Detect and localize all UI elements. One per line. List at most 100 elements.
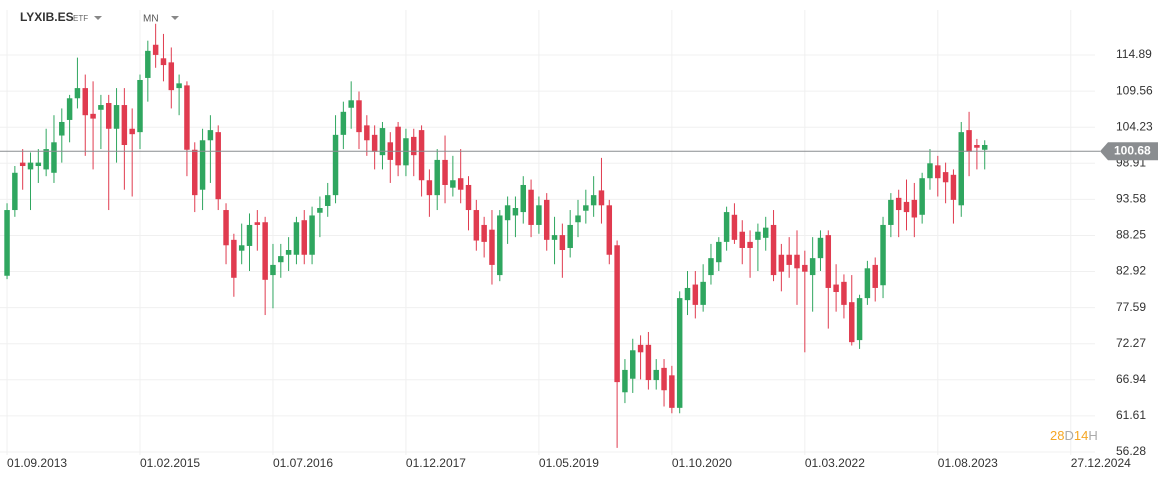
candle-body bbox=[551, 235, 558, 240]
candle-body bbox=[434, 159, 440, 196]
x-tick-label: 27.12.2024 bbox=[1071, 456, 1131, 470]
interval-dropdown[interactable] bbox=[171, 16, 179, 20]
candle-body bbox=[935, 165, 941, 179]
candle-body bbox=[942, 172, 949, 183]
candle-body bbox=[473, 210, 480, 241]
candle-body bbox=[231, 239, 237, 278]
countdown-part: 28 bbox=[1050, 428, 1064, 443]
candle-body bbox=[966, 130, 972, 152]
candle-body bbox=[614, 245, 620, 383]
candle-body bbox=[121, 105, 128, 146]
y-tick-label: 61.61 bbox=[1116, 408, 1146, 422]
candle-body bbox=[317, 208, 323, 213]
candle-body bbox=[770, 224, 777, 276]
candle-body bbox=[35, 162, 42, 167]
candle-body bbox=[692, 284, 699, 305]
candles bbox=[4, 23, 988, 448]
candle-body bbox=[950, 174, 957, 200]
candle-body bbox=[184, 85, 190, 150]
instrument-type: ETF bbox=[73, 14, 88, 23]
candle-body bbox=[152, 44, 159, 55]
candle-body bbox=[450, 180, 456, 188]
symbol-dropdown[interactable] bbox=[94, 16, 102, 20]
price-label: 100.68 bbox=[1114, 143, 1151, 157]
overlay: 56.28 61.61 66.94 72.27 77.59 82.92 88.25 93.58… bbox=[0, 47, 1158, 470]
candle-body bbox=[849, 302, 855, 343]
candle-body bbox=[684, 287, 691, 301]
x-tick-label: 01.07.2016 bbox=[273, 456, 333, 470]
candle-body bbox=[356, 100, 362, 133]
candle-body bbox=[630, 350, 636, 379]
y-tick-label: 56.28 bbox=[1116, 444, 1146, 458]
candle-body bbox=[207, 130, 214, 141]
candle-body bbox=[364, 125, 370, 141]
x-tick-label: 01.12.2017 bbox=[406, 456, 466, 470]
candle-body bbox=[958, 132, 964, 206]
candle-body bbox=[66, 98, 73, 120]
candle-body bbox=[442, 159, 448, 185]
candle-body bbox=[723, 212, 730, 242]
candle-body bbox=[27, 162, 34, 170]
candle-body bbox=[403, 138, 409, 166]
candle-body bbox=[129, 128, 135, 135]
candle-body bbox=[324, 195, 331, 206]
candle-body bbox=[215, 132, 221, 200]
candle-body bbox=[285, 250, 292, 255]
x-tick-label: 01.02.2015 bbox=[140, 456, 200, 470]
candle-body bbox=[19, 162, 26, 167]
candle-body bbox=[301, 220, 307, 255]
candle-body bbox=[809, 258, 816, 276]
candle-body bbox=[974, 145, 980, 148]
y-tick-label: 114.89 bbox=[1116, 47, 1152, 61]
candle-body bbox=[340, 111, 347, 135]
candle-body bbox=[418, 130, 425, 181]
candle-body bbox=[82, 88, 88, 116]
candle-body bbox=[465, 184, 472, 211]
candle-body bbox=[293, 222, 300, 255]
candle-body bbox=[137, 79, 143, 133]
countdown-part: H bbox=[1088, 428, 1097, 443]
candle-body bbox=[747, 241, 753, 248]
candle-body bbox=[4, 210, 10, 276]
candle-body bbox=[755, 231, 761, 240]
y-tick-label: 72.27 bbox=[1116, 336, 1146, 350]
candle-body bbox=[708, 258, 714, 276]
candle-body bbox=[762, 227, 769, 238]
candle-body bbox=[598, 190, 605, 206]
candle-body bbox=[411, 136, 417, 156]
candle-body bbox=[348, 100, 354, 108]
candle-body bbox=[543, 199, 550, 240]
candle-body bbox=[669, 375, 675, 408]
countdown-part: 14 bbox=[1074, 428, 1088, 443]
y-tick-label: 93.58 bbox=[1116, 192, 1146, 206]
y-tick-label: 88.25 bbox=[1116, 228, 1146, 242]
candle-body bbox=[12, 172, 18, 211]
candle-body bbox=[51, 142, 57, 173]
candle-body bbox=[168, 62, 175, 91]
candle-body bbox=[825, 235, 832, 288]
y-tick-label: 82.92 bbox=[1116, 264, 1146, 278]
candle-body bbox=[731, 214, 738, 240]
candle-body bbox=[395, 126, 401, 166]
candle-body bbox=[254, 222, 261, 225]
candle-body bbox=[536, 205, 542, 225]
candle-body bbox=[559, 235, 566, 251]
candle-body bbox=[489, 229, 495, 265]
candle-body bbox=[653, 369, 659, 381]
candle-body bbox=[379, 128, 386, 156]
candle-body bbox=[371, 134, 378, 152]
x-tick-label: 01.05.2019 bbox=[539, 456, 599, 470]
candle-body bbox=[739, 231, 745, 248]
candle-body bbox=[927, 163, 933, 179]
candle-body bbox=[895, 197, 902, 211]
candle-body bbox=[512, 208, 519, 216]
candle-body bbox=[676, 298, 683, 408]
candle-body bbox=[43, 149, 49, 170]
candle-body bbox=[145, 50, 151, 78]
y-tick-label: 77.59 bbox=[1116, 300, 1146, 314]
candle-body bbox=[606, 205, 613, 255]
candle-body bbox=[105, 103, 112, 129]
candle-body bbox=[528, 189, 534, 225]
candle-body bbox=[645, 344, 652, 381]
